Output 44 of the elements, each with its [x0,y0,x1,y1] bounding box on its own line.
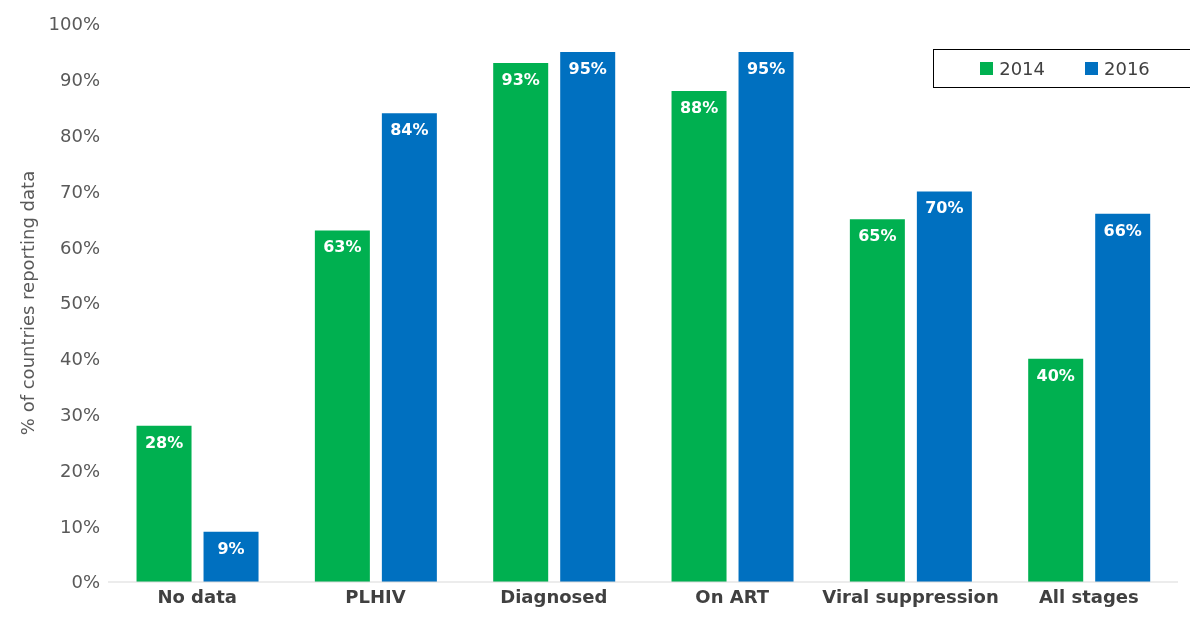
x-tick-label: No data [157,585,237,607]
x-tick-label: PLHIV [345,585,406,607]
bar [916,191,972,582]
y-tick-label: 70% [59,180,100,202]
y-tick-label: 80% [59,124,100,146]
bar [560,51,616,582]
y-tick-label: 100% [48,13,100,35]
y-tick-label: 90% [59,69,100,91]
bar [381,113,437,582]
bar [493,63,549,582]
data-label: 40% [1036,365,1075,385]
bar [849,219,905,582]
x-tick-label: Viral suppression [822,585,999,607]
legend-label: 2016 [1104,58,1150,79]
data-label: 88% [679,97,719,117]
data-label: 95% [568,58,607,78]
bar [1095,213,1151,582]
y-tick-label: 50% [59,292,100,314]
legend-label: 2014 [999,58,1045,79]
data-label: 9% [217,538,245,558]
x-tick-label: On ART [695,585,770,607]
y-axis-title: % of countries reporting data [17,170,39,436]
data-label: 65% [858,226,897,246]
y-tick-label: 40% [59,348,100,370]
data-label: 66% [1103,220,1142,240]
bar [136,425,192,582]
data-label: 63% [323,237,362,257]
data-label: 70% [925,198,964,218]
y-tick-label: 10% [59,515,100,537]
bar [314,230,370,582]
x-tick-label: All stages [1038,585,1139,607]
data-label: 93% [501,70,540,90]
y-tick-label: 0% [71,571,100,593]
bar [738,51,794,582]
y-tick-label: 30% [59,403,100,425]
y-tick-label: 60% [59,236,100,258]
x-tick-label: Diagnosed [500,585,608,607]
data-label: 28% [144,432,184,452]
bar [203,531,259,582]
bar [1028,358,1084,582]
data-label: 84% [390,120,429,140]
y-tick-label: 20% [59,459,100,481]
bar [671,90,727,582]
data-label: 95% [746,58,786,78]
